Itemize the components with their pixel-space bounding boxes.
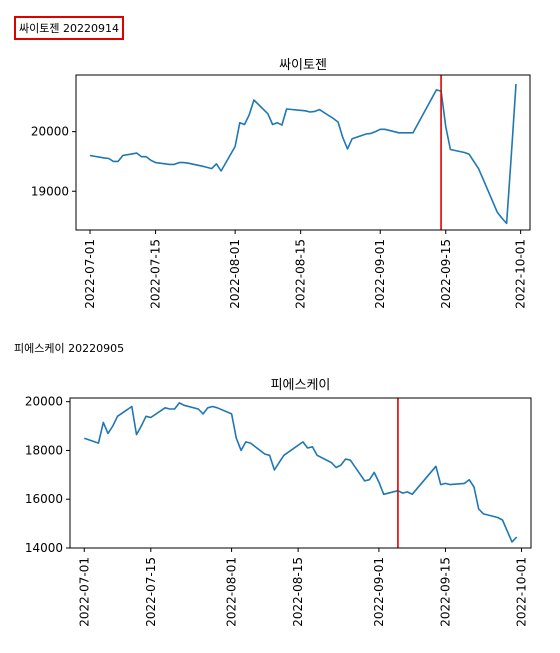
plot-frame	[69, 397, 532, 549]
x-tick-label: 2022-10-01	[514, 557, 528, 627]
x-tick-label: 2022-09-15	[438, 557, 452, 627]
y-tick-label: 16000	[25, 492, 63, 506]
x-tick-label: 2022-08-15	[291, 557, 305, 627]
y-tick-label: 20000	[31, 125, 69, 139]
plot-frame	[75, 74, 531, 231]
y-tick-label: 19000	[31, 184, 69, 198]
x-tick-label: 2022-07-15	[144, 557, 158, 627]
x-tick-label: 2022-09-15	[439, 239, 453, 309]
x-tick-label: 2022-08-01	[225, 557, 239, 627]
x-tick-label: 2022-07-01	[83, 239, 97, 309]
x-tick-label: 2022-09-01	[372, 557, 386, 627]
x-tick-label: 2022-08-15	[294, 239, 308, 309]
x-tick-label: 2022-07-01	[77, 557, 91, 627]
y-tick-label: 20000	[25, 395, 63, 409]
price-series-line	[84, 402, 518, 543]
chart-cytogen: 싸이토젠 19000 20000 2022-07-01 2022-07-15 2022-0…	[31, 58, 531, 309]
chart-title: 싸이토젠	[279, 58, 327, 73]
x-tick-label: 2022-10-01	[514, 239, 528, 309]
y-tick-label: 14000	[25, 541, 63, 555]
chart-psk: 피에스케이 14000 16000 18000 20000 2022-07-01 2022-…	[25, 378, 532, 627]
price-series-line	[89, 83, 517, 225]
x-tick-label: 2022-07-15	[149, 239, 163, 309]
stock-caption-1: 싸이토젠 20220914	[14, 16, 124, 40]
chart-title: 피에스케이	[271, 378, 331, 393]
x-tick-label: 2022-08-01	[228, 239, 242, 309]
y-tick-label: 18000	[25, 443, 63, 457]
x-tick-label: 2022-09-01	[373, 239, 387, 309]
stock-caption-2: 피에스케이 20220905	[14, 342, 125, 355]
